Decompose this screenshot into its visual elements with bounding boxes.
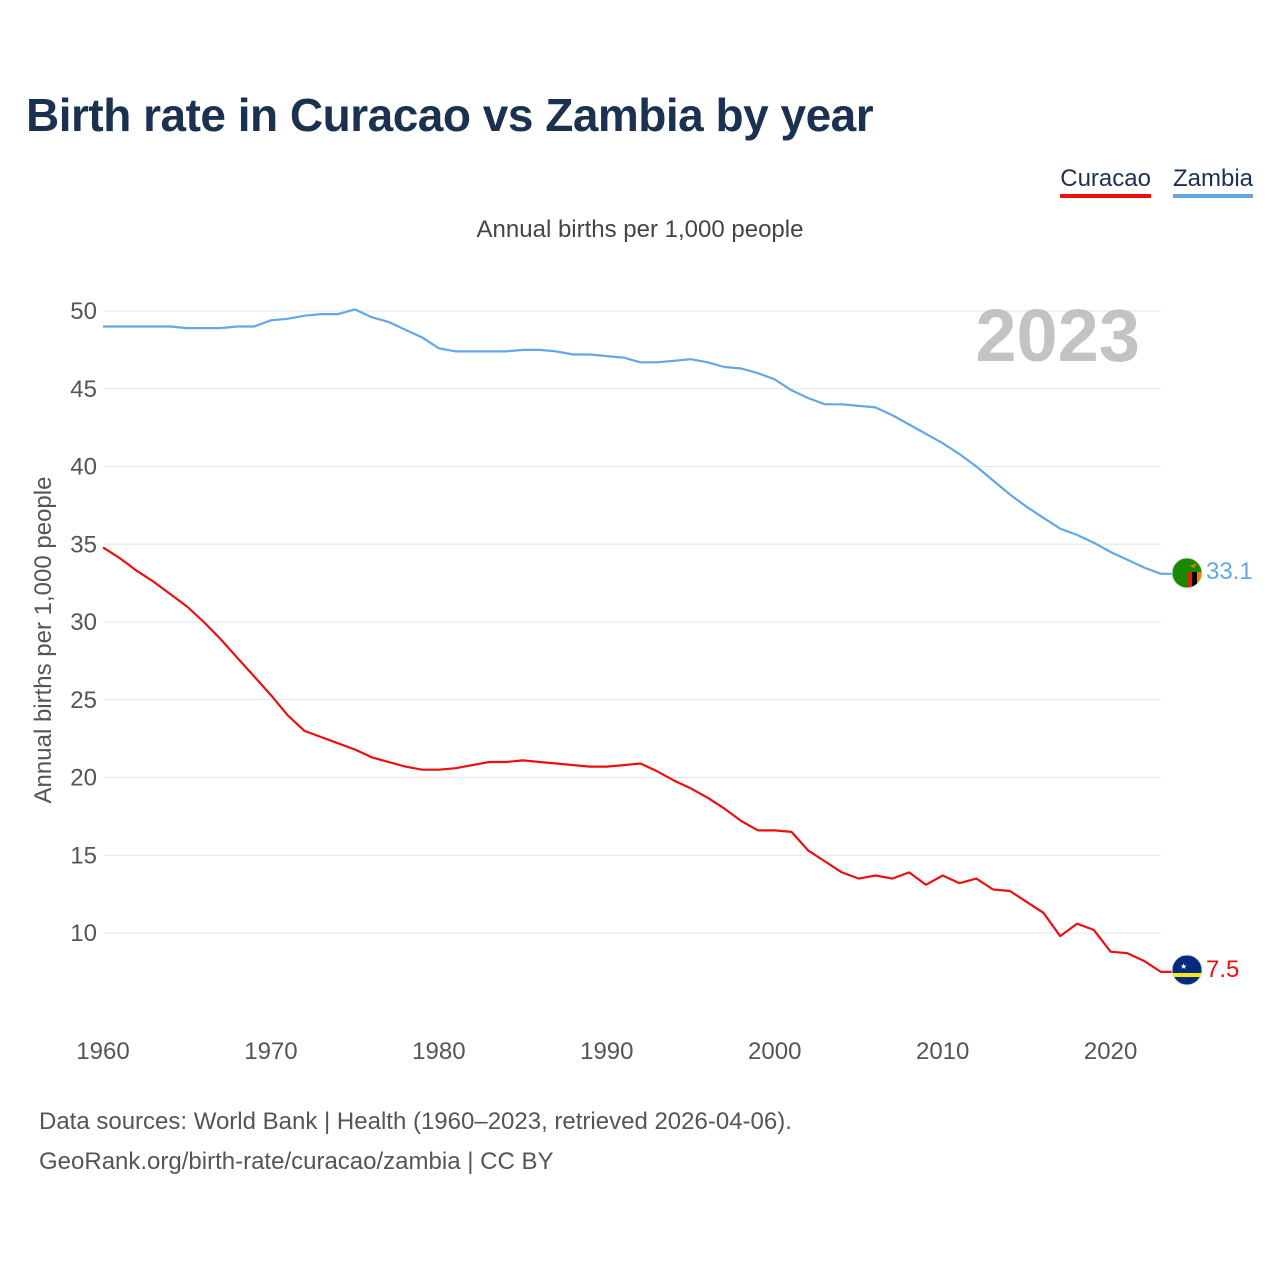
chart-subtitle: Annual births per 1,000 people [476, 216, 804, 243]
x-tick-label: 1980 [412, 1038, 465, 1065]
source-url: GeoRank.org/birth-rate/curacao/zambia | … [39, 1148, 554, 1175]
legend-item-zambia[interactable]: Zambia [1172, 165, 1253, 198]
y-tick-label: 40 [70, 454, 97, 481]
y-tick-label: 45 [70, 376, 97, 403]
y-tick-label: 30 [70, 609, 97, 636]
curacao-end-label: 7.5 [1206, 956, 1239, 983]
year-watermark: 2023 [975, 294, 1140, 377]
chart-title: Birth rate in Curacao vs Zambia by year [26, 89, 874, 141]
x-axis: 1960 1970 1980 1990 2000 2010 2020 [76, 1038, 1137, 1065]
y-tick-label: 20 [70, 765, 97, 792]
curacao-flag-icon: ★ [1171, 954, 1203, 986]
series-line-curacao [102, 546, 1187, 974]
x-tick-label: 2000 [748, 1038, 801, 1065]
zambia-flag-icon [1171, 557, 1203, 589]
y-tick-label: 25 [70, 687, 97, 714]
y-tick-label: 10 [70, 920, 97, 947]
end-markers: ★ [1171, 557, 1203, 986]
legend-item-curacao[interactable]: Curacao [1060, 165, 1151, 198]
legend: Curacao Zambia [1060, 165, 1253, 198]
x-tick-label: 2010 [916, 1038, 969, 1065]
svg-text:★: ★ [1180, 962, 1187, 971]
y-tick-label: 35 [70, 531, 97, 558]
zambia-end-label: 33.1 [1206, 558, 1253, 585]
x-tick-label: 2020 [1084, 1038, 1137, 1065]
x-tick-label: 1970 [244, 1038, 297, 1065]
y-tick-label: 15 [70, 842, 97, 869]
series-line-zambia [103, 308, 1187, 575]
y-axis-label: Annual births per 1,000 people [30, 477, 57, 804]
x-tick-label: 1960 [76, 1038, 129, 1065]
y-tick-label: 50 [70, 298, 97, 325]
y-axis: 10 15 20 25 30 35 40 45 50 [70, 298, 97, 947]
grid [103, 310, 1161, 934]
series [102, 308, 1187, 974]
x-tick-label: 1990 [580, 1038, 633, 1065]
source-note: Data sources: World Bank | Health (1960–… [39, 1108, 792, 1135]
